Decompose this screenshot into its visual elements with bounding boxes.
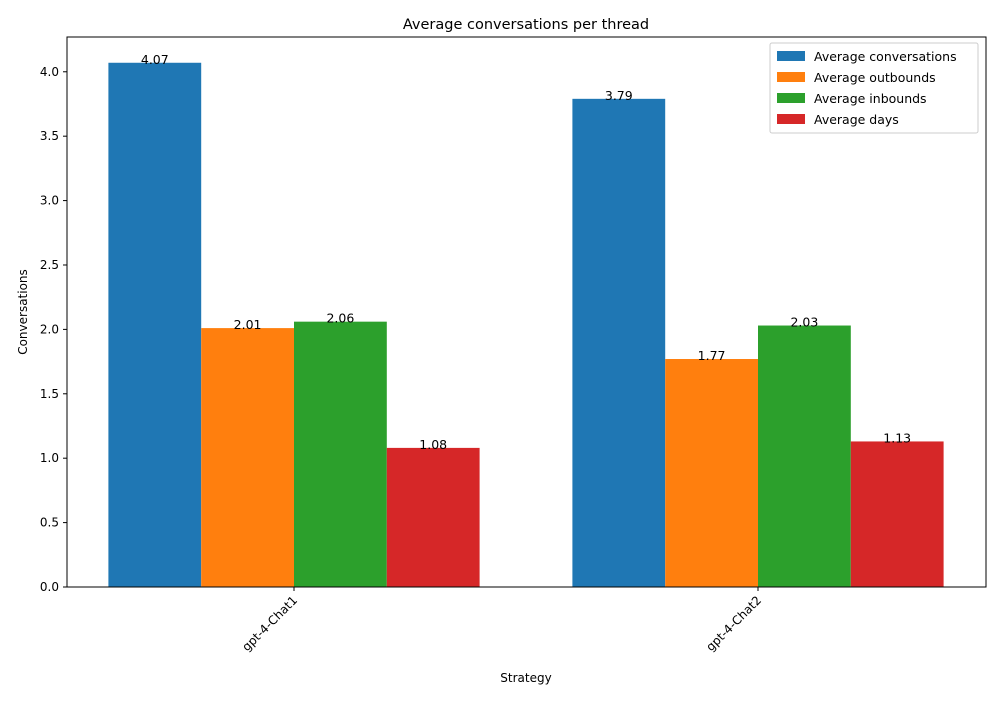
y-tick-label: 2.5 xyxy=(40,258,59,272)
y-tick-label: 0.0 xyxy=(40,580,59,594)
legend-swatch xyxy=(777,51,805,61)
chart-title: Average conversations per thread xyxy=(403,17,649,33)
x-tick-label: gpt-4-Chat2 xyxy=(703,593,764,654)
legend-swatch xyxy=(777,93,805,103)
x-axis-ticks: gpt-4-Chat1 gpt-4-Chat2 xyxy=(239,587,764,654)
y-tick-label: 2.0 xyxy=(40,322,59,336)
bar-value-label: 4.07 xyxy=(141,52,169,67)
bar-average-outbounds-gpt-4-chat1 xyxy=(201,328,294,587)
bar-average-outbounds-gpt-4-chat2 xyxy=(665,359,758,587)
y-tick-label: 3.5 xyxy=(40,129,59,143)
bar-average-days-gpt-4-chat1 xyxy=(386,447,480,587)
bar-value-label: 2.03 xyxy=(790,315,818,330)
legend-swatch xyxy=(777,114,805,124)
bar-value-label: 1.77 xyxy=(698,348,726,363)
value-labels-layer: 4.07 3.79 2.01 1.77 2.06 2.03 1.08 1.13 xyxy=(141,52,911,452)
y-tick-label: 3.0 xyxy=(40,194,59,208)
bar-value-label: 2.01 xyxy=(234,317,262,332)
bar-average-conversations-gpt-4-chat2 xyxy=(572,98,666,588)
legend-entry-label: Average outbounds xyxy=(814,70,936,85)
bar-average-inbounds-gpt-4-chat1 xyxy=(294,321,387,587)
y-tick-label: 1.0 xyxy=(40,451,59,465)
legend-box xyxy=(769,42,979,134)
bar-average-conversations-gpt-4-chat1 xyxy=(108,62,202,588)
bar-value-label: 3.79 xyxy=(605,88,633,103)
bar-average-days-gpt-4-chat2 xyxy=(850,441,944,587)
x-tick-label: gpt-4-Chat1 xyxy=(239,593,300,654)
y-tick-label: 0.5 xyxy=(40,516,59,530)
legend-entry-label: Average inbounds xyxy=(814,91,927,106)
legend-entry-label: Average conversations xyxy=(814,49,957,64)
bar-average-inbounds-gpt-4-chat2 xyxy=(758,325,851,587)
y-tick-label: 1.5 xyxy=(40,387,59,401)
legend-swatch xyxy=(777,72,805,82)
legend-entry-label: Average days xyxy=(814,112,899,127)
y-axis-ticks: 0.0 0.5 1.0 1.5 2.0 2.5 3.0 3.5 4.0 xyxy=(40,65,67,594)
x-axis-label: Strategy xyxy=(500,671,551,685)
bar-value-label: 2.06 xyxy=(326,311,354,326)
bar-value-label: 1.08 xyxy=(419,437,447,452)
y-tick-label: 4.0 xyxy=(40,65,59,79)
bar-value-label: 1.13 xyxy=(883,430,911,445)
legend: Average conversations Average outbounds Av… xyxy=(769,42,979,134)
plot-frame xyxy=(66,36,987,588)
bars-layer xyxy=(108,62,944,588)
y-axis-label: Conversations xyxy=(16,269,30,355)
